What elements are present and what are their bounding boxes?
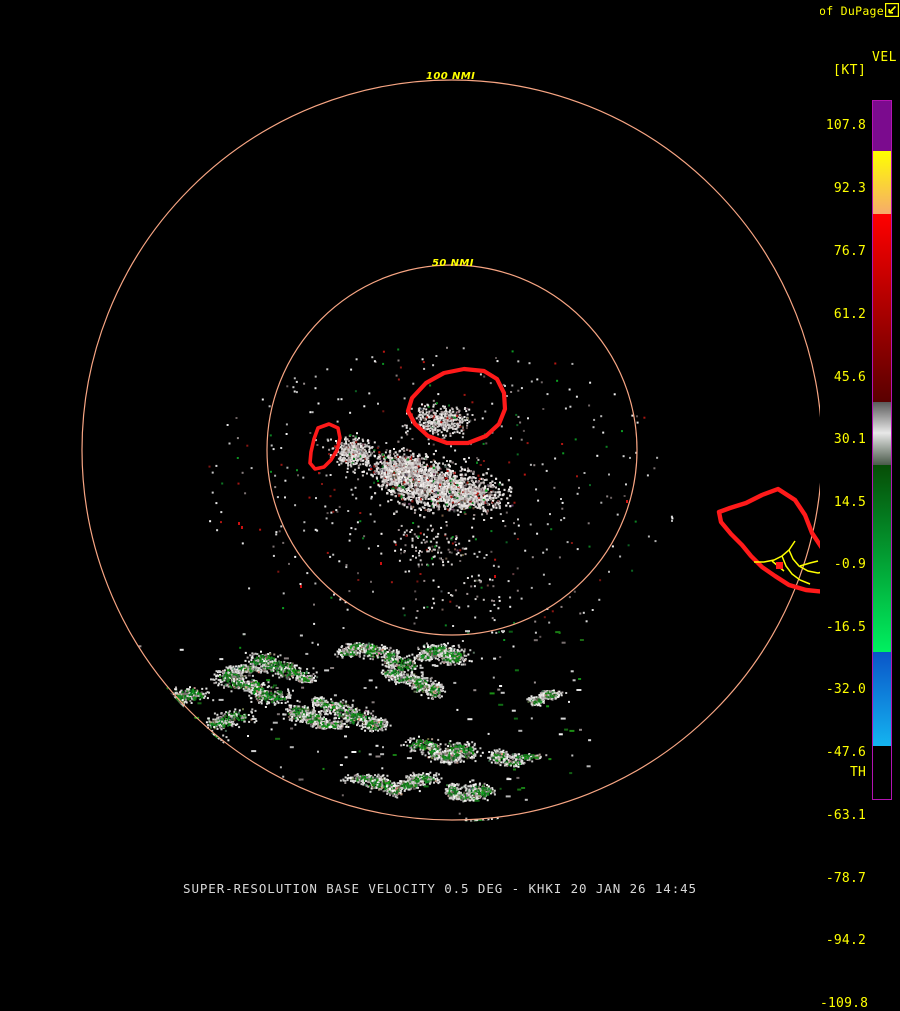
colorbar-tick-7: -0.9 xyxy=(820,558,866,571)
radar-display: NEXLAB-College of DuPage xyxy=(0,0,900,900)
product-caption: SUPER-RESOLUTION BASE VELOCITY 0.5 DEG -… xyxy=(0,881,900,896)
colorbar-tick-10: -47.6 xyxy=(820,746,866,759)
legend-title: VEL xyxy=(872,50,897,65)
legend-units: [KT] xyxy=(833,63,866,78)
colorbar-segment-blue-cyan xyxy=(873,652,891,746)
velocity-legend: VEL [KT] 107.8 92.3 76.7 61.2 45.6 30.1 14.5 -0… xyxy=(820,44,900,804)
colorbar-tick-13: -94.2 xyxy=(820,934,866,947)
colorbar-tick-14: -109.8 xyxy=(820,997,866,1010)
colorbar-segment-yellow-orange xyxy=(873,151,891,214)
radar-scope-canvas xyxy=(0,0,820,880)
colorbar-segment-dark-green-bright-green xyxy=(873,465,891,653)
range-ring-label-100: 100 NMI xyxy=(426,71,475,82)
city-marker xyxy=(776,562,783,569)
arrow-box-icon xyxy=(885,3,899,17)
colorbar-segment-red-dark-red xyxy=(873,214,891,402)
colorbar-segment-below-threshold-black xyxy=(873,746,891,799)
velocity-colorbar[interactable] xyxy=(872,100,892,800)
provider-logo-icon xyxy=(885,3,899,18)
colorbar-segment-gray-white xyxy=(873,402,891,433)
radar-scope[interactable]: 100 NMI 50 NMI xyxy=(0,0,820,880)
colorbar-segment-purple xyxy=(873,101,891,151)
colorbar-tick-0: 107.8 xyxy=(820,119,866,132)
range-ring-label-50: 50 NMI xyxy=(432,258,474,269)
colorbar-tick-4: 45.6 xyxy=(820,371,866,384)
colorbar-tick-11: -63.1 xyxy=(820,809,866,822)
colorbar-tick-2: 76.7 xyxy=(820,245,866,258)
colorbar-tick-5: 30.1 xyxy=(820,433,866,446)
colorbar-segment-white-gray xyxy=(873,433,891,464)
colorbar-below-threshold-label: TH xyxy=(820,766,866,779)
colorbar-tick-8: -16.5 xyxy=(820,621,866,634)
colorbar-tick-1: 92.3 xyxy=(820,182,866,195)
colorbar-tick-3: 61.2 xyxy=(820,308,866,321)
colorbar-tick-labels: 107.8 92.3 76.7 61.2 45.6 30.1 14.5 -0.9 -16.5 -3… xyxy=(820,100,866,800)
colorbar-tick-6: 14.5 xyxy=(820,496,866,509)
colorbar-tick-9: -32.0 xyxy=(820,683,866,696)
